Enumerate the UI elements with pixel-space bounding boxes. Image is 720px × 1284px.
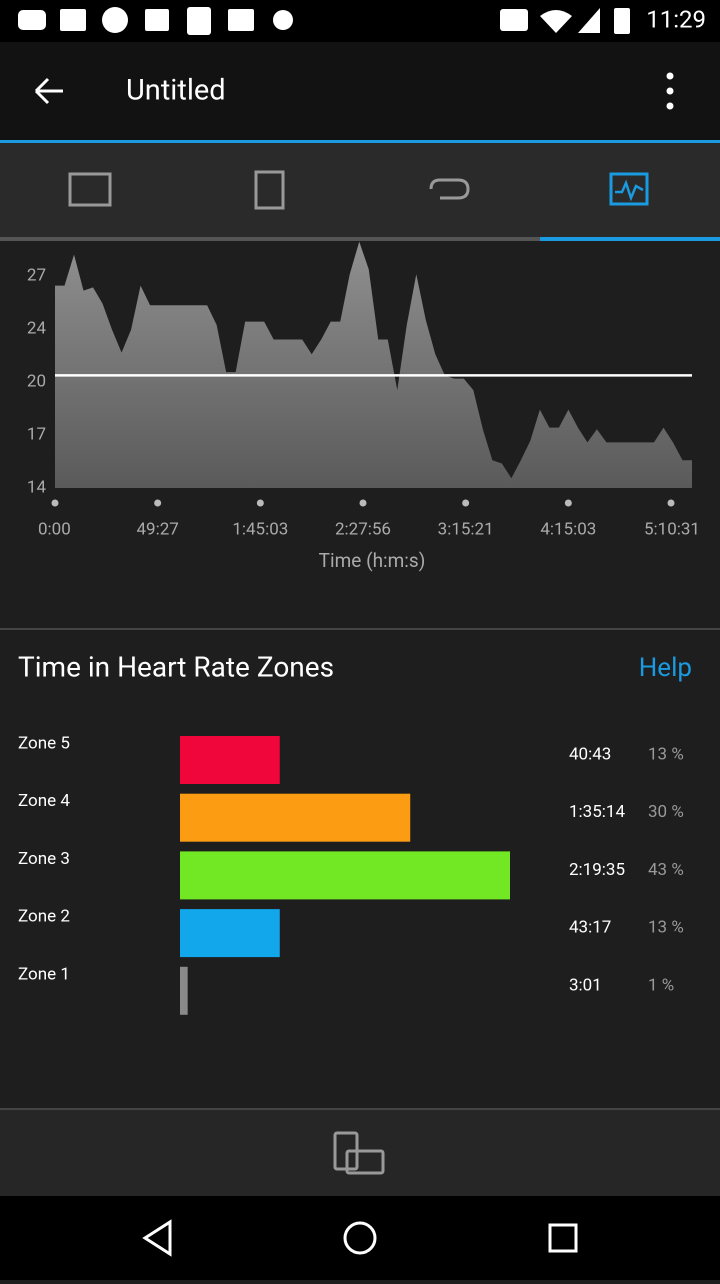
rotate-button[interactable] [333, 1131, 385, 1175]
nav-back[interactable] [142, 1219, 172, 1257]
zone-name: Zone 3 [18, 849, 70, 869]
status-time: 11:29 [646, 5, 706, 33]
y-tick-label: 17 [27, 424, 46, 444]
divider [0, 1108, 720, 1110]
nav-bar [0, 1196, 720, 1280]
tab-charts[interactable] [609, 172, 649, 206]
x-tick-label: 3:15:21 [438, 519, 494, 539]
y-tick-label: 14 [27, 477, 47, 497]
x-tick-label: 5:10:31 [644, 519, 700, 539]
zones-title: Time in Heart Rate Zones [18, 650, 334, 683]
zone-percent: 13 % [648, 744, 684, 764]
bar [180, 909, 280, 958]
x-tick-dot [256, 499, 264, 507]
x-tick-dot [154, 499, 162, 507]
app-title: Untitled [126, 74, 226, 108]
x-axis-label: Time (h:m:s) [319, 549, 426, 572]
y-tick-label: 27 [27, 265, 46, 285]
x-tick-dot [359, 499, 367, 507]
bar [180, 851, 510, 900]
x-tick-dot [667, 499, 675, 507]
x-tick-label: 2:27:56 [335, 519, 391, 539]
app-bar [0, 42, 720, 140]
bar [180, 793, 411, 842]
zone-percent: 1 % [648, 975, 674, 995]
divider [0, 628, 720, 630]
status-icons [18, 7, 630, 35]
app-bar-accent [0, 140, 720, 143]
tab-indicator [540, 237, 720, 241]
zone-time: 2:19:35 [569, 860, 625, 880]
x-tick-label: 0:00 [38, 519, 71, 539]
bar [180, 966, 188, 1015]
area [55, 241, 692, 488]
x-tick-dot [51, 499, 59, 507]
zone-name: Zone 5 [18, 733, 70, 753]
zone-percent: 30 % [648, 802, 684, 822]
bar [180, 736, 280, 784]
x-tick-dot [564, 499, 572, 507]
zone-time: 1:35:14 [569, 802, 625, 822]
y-tick-label: 24 [27, 318, 47, 338]
zone-time: 43:17 [569, 918, 611, 938]
x-tick-label: 1:45:03 [232, 519, 288, 539]
tab-track [0, 237, 720, 241]
x-tick-dot [462, 499, 470, 507]
zone-percent: 13 % [648, 918, 684, 938]
y-tick-label: 20 [27, 371, 46, 391]
zone-name: Zone 1 [18, 964, 70, 984]
x-tick-label: 49:27 [136, 519, 178, 539]
tab-details[interactable] [254, 170, 285, 210]
zone-name: Zone 2 [18, 907, 70, 927]
x-tick-label: 4:15:03 [540, 519, 596, 539]
tab-bar [0, 143, 720, 237]
zone-name: Zone 4 [18, 791, 70, 811]
overflow-menu[interactable] [666, 72, 674, 110]
back-button[interactable] [34, 77, 63, 105]
nav-recents[interactable] [548, 1223, 578, 1253]
zone-percent: 43 % [648, 860, 684, 880]
tab-laps[interactable] [429, 178, 470, 200]
zone-time: 40:43 [569, 744, 611, 764]
zone-time: 3:01 [569, 975, 602, 995]
bottom-bar [0, 1110, 720, 1196]
nav-home[interactable] [343, 1221, 377, 1255]
tab-overview[interactable] [68, 172, 112, 207]
help-link[interactable]: Help [639, 653, 692, 683]
